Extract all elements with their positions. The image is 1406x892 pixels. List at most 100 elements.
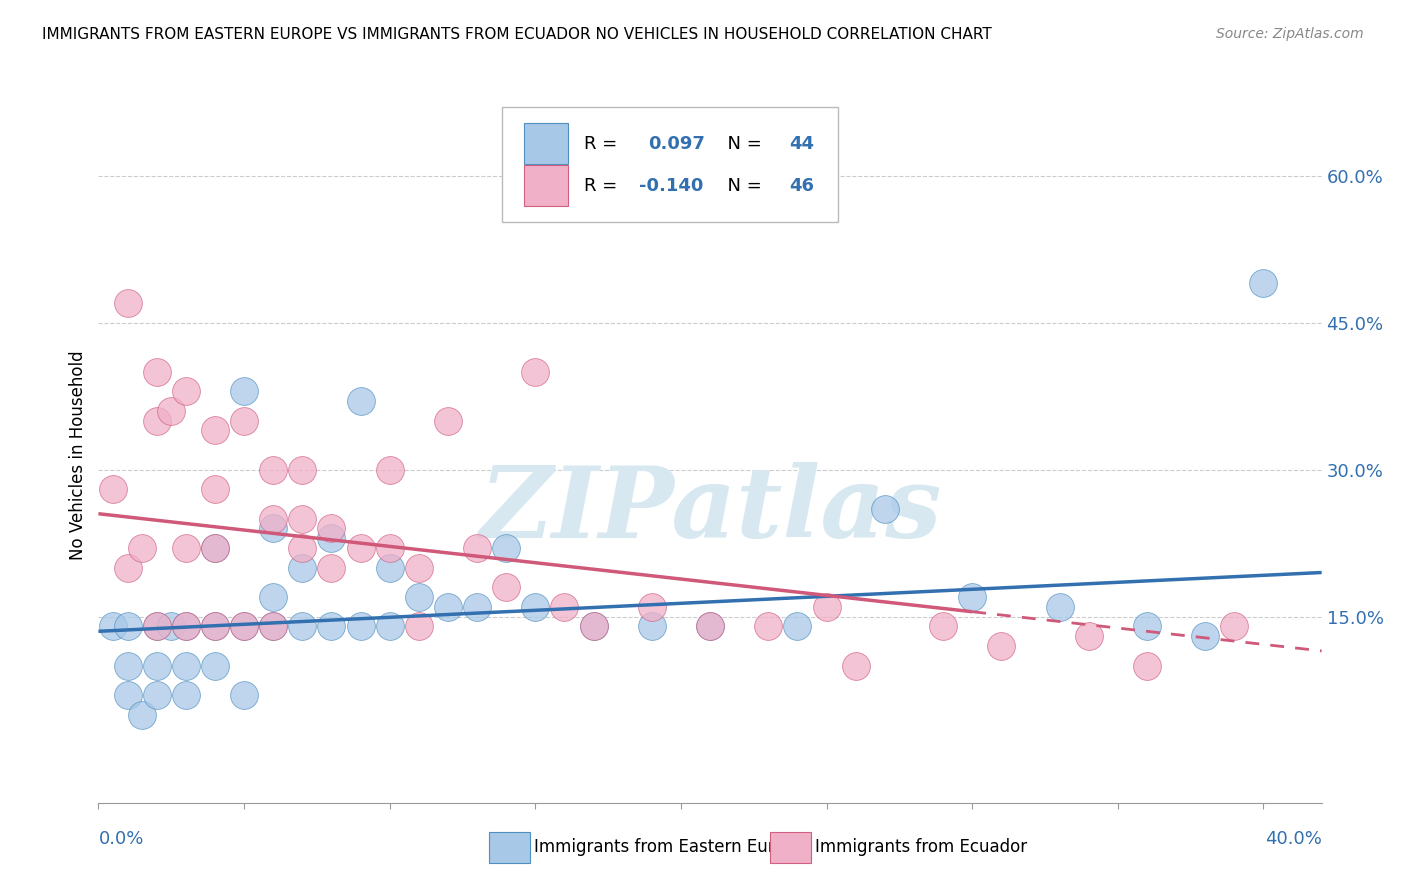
Point bbox=[437, 599, 460, 614]
Point bbox=[815, 599, 838, 614]
Point bbox=[699, 619, 721, 633]
Point bbox=[131, 707, 153, 722]
Point bbox=[174, 619, 197, 633]
Point bbox=[1194, 629, 1216, 643]
Point bbox=[262, 619, 284, 633]
Point bbox=[641, 619, 664, 633]
Point bbox=[699, 619, 721, 633]
Point bbox=[101, 619, 124, 633]
Point bbox=[233, 384, 256, 399]
Point bbox=[349, 619, 371, 633]
Text: 46: 46 bbox=[790, 177, 814, 194]
Point bbox=[204, 482, 226, 496]
Point bbox=[349, 541, 371, 555]
Point bbox=[291, 462, 314, 476]
Point bbox=[145, 619, 167, 633]
Point bbox=[1136, 619, 1159, 633]
Point bbox=[378, 560, 401, 574]
Text: R =: R = bbox=[583, 135, 628, 153]
Point bbox=[408, 590, 430, 604]
Point bbox=[465, 599, 488, 614]
Point bbox=[495, 580, 517, 594]
Point bbox=[1049, 599, 1071, 614]
Point bbox=[641, 599, 664, 614]
Point bbox=[233, 688, 256, 702]
Point bbox=[204, 541, 226, 555]
Point bbox=[145, 619, 167, 633]
FancyBboxPatch shape bbox=[524, 165, 568, 206]
Point bbox=[990, 639, 1012, 653]
Point bbox=[117, 688, 139, 702]
Point bbox=[291, 541, 314, 555]
Point bbox=[204, 658, 226, 673]
Point bbox=[117, 296, 139, 310]
Point bbox=[932, 619, 955, 633]
Text: ZIPatlas: ZIPatlas bbox=[479, 462, 941, 558]
Text: -0.140: -0.140 bbox=[640, 177, 703, 194]
Text: R =: R = bbox=[583, 177, 623, 194]
Point bbox=[145, 658, 167, 673]
Point bbox=[204, 619, 226, 633]
Text: Immigrants from Ecuador: Immigrants from Ecuador bbox=[815, 838, 1028, 856]
Point bbox=[145, 688, 167, 702]
Text: 0.0%: 0.0% bbox=[98, 830, 143, 847]
Point bbox=[321, 619, 343, 633]
Point bbox=[524, 365, 547, 379]
Point bbox=[174, 658, 197, 673]
Point bbox=[378, 619, 401, 633]
Point bbox=[145, 365, 167, 379]
FancyBboxPatch shape bbox=[502, 107, 838, 222]
Point bbox=[1077, 629, 1099, 643]
Point bbox=[117, 658, 139, 673]
Point bbox=[553, 599, 575, 614]
Point bbox=[117, 619, 139, 633]
Point bbox=[582, 619, 605, 633]
Point bbox=[233, 619, 256, 633]
Text: N =: N = bbox=[716, 135, 768, 153]
Point bbox=[145, 414, 167, 428]
Point bbox=[233, 619, 256, 633]
Point bbox=[174, 541, 197, 555]
Point bbox=[321, 560, 343, 574]
Point bbox=[524, 599, 547, 614]
Point bbox=[1253, 277, 1275, 291]
Point bbox=[378, 462, 401, 476]
FancyBboxPatch shape bbox=[524, 123, 568, 164]
Point bbox=[262, 619, 284, 633]
Point bbox=[131, 541, 153, 555]
Point bbox=[233, 414, 256, 428]
Point bbox=[408, 619, 430, 633]
Point bbox=[845, 658, 868, 673]
Point bbox=[378, 541, 401, 555]
Point bbox=[437, 414, 460, 428]
Point bbox=[291, 511, 314, 525]
Point bbox=[262, 462, 284, 476]
Point bbox=[160, 404, 183, 418]
Point bbox=[408, 560, 430, 574]
Point bbox=[786, 619, 808, 633]
Point bbox=[291, 619, 314, 633]
Text: Source: ZipAtlas.com: Source: ZipAtlas.com bbox=[1216, 27, 1364, 41]
Text: 40.0%: 40.0% bbox=[1265, 830, 1322, 847]
Point bbox=[101, 482, 124, 496]
Y-axis label: No Vehicles in Household: No Vehicles in Household bbox=[69, 350, 87, 560]
Point bbox=[349, 394, 371, 409]
Point bbox=[321, 521, 343, 535]
Text: 44: 44 bbox=[790, 135, 814, 153]
Point bbox=[1136, 658, 1159, 673]
Point bbox=[204, 424, 226, 438]
Point bbox=[262, 521, 284, 535]
Point bbox=[117, 560, 139, 574]
Point bbox=[1223, 619, 1246, 633]
Point bbox=[174, 384, 197, 399]
Point bbox=[465, 541, 488, 555]
Point bbox=[582, 619, 605, 633]
Point bbox=[204, 619, 226, 633]
Point bbox=[204, 541, 226, 555]
Text: 0.097: 0.097 bbox=[648, 135, 704, 153]
Point bbox=[174, 619, 197, 633]
Point bbox=[262, 511, 284, 525]
Point bbox=[174, 688, 197, 702]
Point bbox=[321, 531, 343, 545]
Point bbox=[262, 590, 284, 604]
